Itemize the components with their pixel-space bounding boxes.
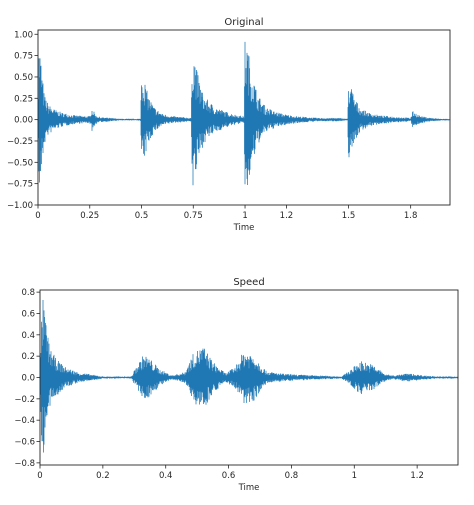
x-tick-label: 0.4 [159,471,173,481]
y-tick-label: −0.6 [14,438,35,448]
chart-title: Original [224,17,263,28]
y-tick-label: −0.2 [14,395,35,405]
y-tick-label: −1.00 [7,201,33,211]
y-tick-label: −0.25 [7,137,33,147]
x-tick-label: 1.8 [404,211,418,221]
x-tick-label: 0 [35,211,40,221]
x-tick-label: 0 [37,471,42,481]
x-tick-label: 1.2 [410,471,424,481]
x-tick-label: 0.75 [184,211,203,221]
speed-waveform-axes: Speed 0 0.2 0.4 0.6 0.8 1 1.2 −0.8 −0.6 −0.4 −0.2 0.… [14,277,459,493]
x-tick-label: 1.5 [342,211,356,221]
y-tick-label: −0.8 [14,459,35,469]
x-tick-label: 0.6 [222,471,236,481]
y-tick-label: 0.0 [21,374,35,384]
axes-frame [37,29,451,206]
y-tick-label: 0.50 [14,73,33,83]
x-tick-label: 0.8 [285,471,299,481]
y-tick-label: −0.75 [7,180,33,190]
y-tick-label: −0.50 [7,158,33,168]
x-axis-label: Time [233,223,255,233]
y-tick-label: −0.4 [14,416,35,426]
y-tick-label: 0.8 [21,288,35,298]
x-axis-label: Time [238,483,260,493]
y-tick-label: 0.6 [21,309,35,319]
y-tick-label: 0.75 [14,52,33,62]
x-tick-label: 1 [352,471,357,481]
chart-title: Speed [233,277,264,288]
y-tick-label: 0.25 [14,94,33,104]
waveform-series [39,300,459,453]
original-waveform-axes: Original 0 0.25 0.5 0.75 1 1.2 1.5 1.8 −1.00 −0.75… [7,17,451,233]
x-tick-label: 0.5 [135,211,149,221]
y-tick-label: 1.00 [14,30,33,40]
x-tick-label: 1.2 [280,211,294,221]
x-tick-label: 1 [242,211,247,221]
waveform-series [37,41,451,186]
y-tick-label: 0.00 [14,116,33,126]
y-tick-label: 0.4 [21,331,35,341]
x-tick-label: 0.25 [80,211,99,221]
x-tick-label: 0.2 [96,471,110,481]
y-tick-label: 0.2 [21,352,35,362]
